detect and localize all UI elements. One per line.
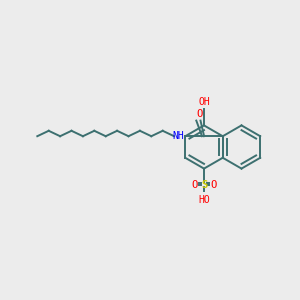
Text: O: O xyxy=(191,179,197,190)
Text: HO: HO xyxy=(198,195,210,205)
Text: O: O xyxy=(211,179,217,190)
Text: S: S xyxy=(201,179,207,190)
Text: OH: OH xyxy=(198,98,210,107)
Text: NH: NH xyxy=(172,131,184,141)
Text: O: O xyxy=(196,110,203,119)
